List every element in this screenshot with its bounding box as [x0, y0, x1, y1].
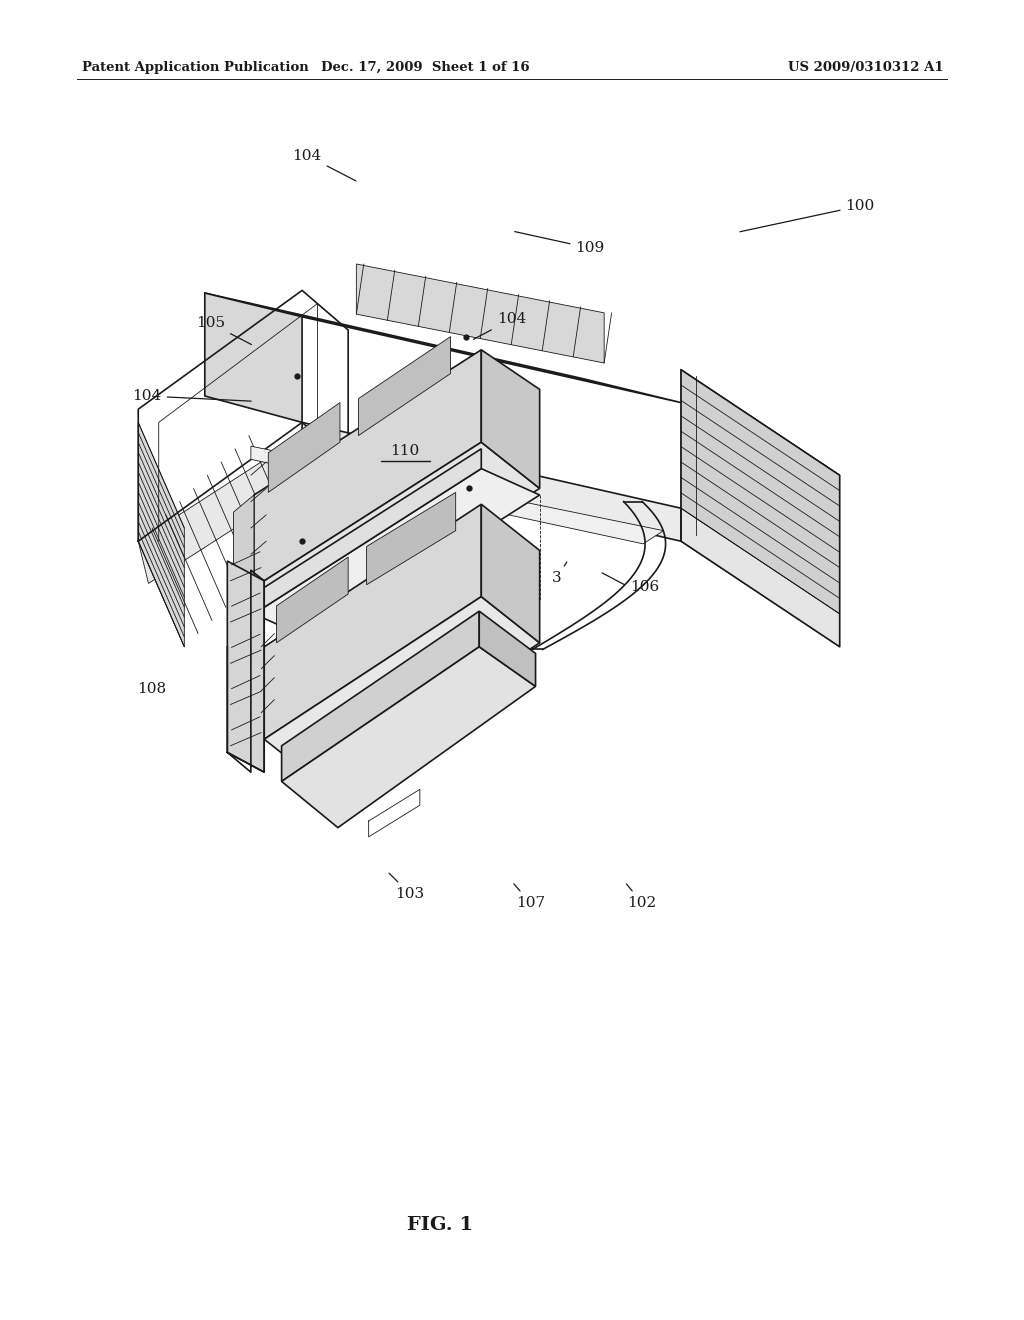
- Text: Patent Application Publication: Patent Application Publication: [82, 61, 308, 74]
- Text: 109: 109: [515, 231, 605, 255]
- Text: 100: 100: [740, 199, 874, 232]
- Polygon shape: [251, 446, 664, 544]
- Text: FIG. 1: FIG. 1: [408, 1216, 473, 1234]
- Polygon shape: [358, 337, 451, 436]
- Text: 110: 110: [390, 445, 419, 458]
- Text: 103: 103: [389, 873, 424, 900]
- Text: 104: 104: [132, 389, 251, 403]
- Text: 104: 104: [293, 149, 356, 181]
- Polygon shape: [276, 557, 348, 643]
- Text: 102: 102: [627, 884, 656, 909]
- Text: 107: 107: [514, 884, 545, 909]
- Polygon shape: [282, 647, 536, 828]
- Polygon shape: [681, 370, 840, 614]
- Text: 108: 108: [137, 682, 166, 696]
- Polygon shape: [356, 264, 604, 363]
- Polygon shape: [367, 492, 456, 585]
- Text: 105: 105: [197, 317, 252, 345]
- Polygon shape: [205, 293, 302, 422]
- Polygon shape: [254, 469, 540, 640]
- Polygon shape: [254, 449, 481, 614]
- Polygon shape: [264, 597, 540, 785]
- Polygon shape: [138, 436, 317, 583]
- Polygon shape: [268, 403, 340, 492]
- Polygon shape: [205, 293, 681, 403]
- Polygon shape: [302, 422, 681, 541]
- Polygon shape: [479, 611, 536, 686]
- Polygon shape: [254, 442, 540, 634]
- Polygon shape: [233, 495, 254, 605]
- Text: US 2009/0310312 A1: US 2009/0310312 A1: [788, 61, 944, 74]
- Text: 106: 106: [630, 581, 659, 594]
- Polygon shape: [227, 561, 264, 772]
- Polygon shape: [282, 611, 479, 781]
- Polygon shape: [254, 350, 481, 587]
- Polygon shape: [481, 504, 540, 643]
- Polygon shape: [138, 422, 184, 647]
- Polygon shape: [244, 647, 264, 755]
- Text: 3: 3: [552, 562, 567, 585]
- Polygon shape: [481, 350, 540, 488]
- Text: 104: 104: [473, 313, 526, 339]
- Polygon shape: [264, 504, 481, 739]
- Polygon shape: [681, 508, 840, 647]
- Text: Dec. 17, 2009  Sheet 1 of 16: Dec. 17, 2009 Sheet 1 of 16: [321, 61, 529, 74]
